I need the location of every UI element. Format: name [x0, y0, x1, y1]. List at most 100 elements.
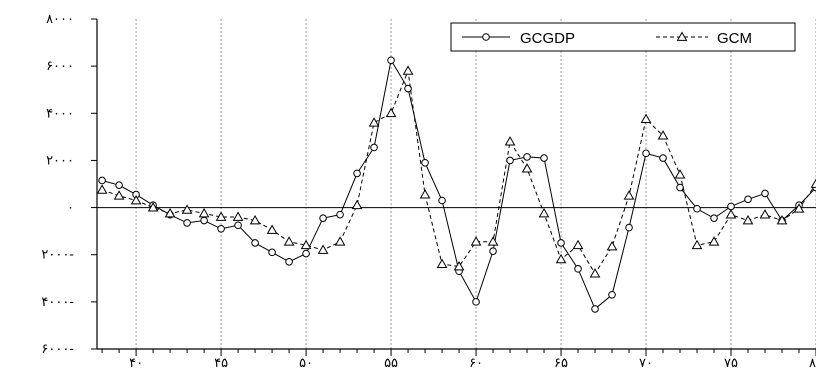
data-point — [710, 214, 718, 222]
legend-label: GCM — [717, 30, 752, 47]
series-line — [101, 68, 816, 275]
x-tick-label: ۴۰ — [129, 356, 143, 371]
data-point — [351, 199, 363, 210]
data-point — [521, 163, 533, 173]
data-point — [251, 239, 259, 247]
data-point — [147, 202, 159, 212]
y-tick-label: ۸۰۰۰ — [46, 12, 74, 27]
data-point — [370, 143, 378, 152]
data-point — [98, 176, 106, 185]
data-point — [300, 239, 312, 250]
x-tick-label: ۵۵ — [384, 356, 398, 371]
y-tick-label: ۶۰۰۰ — [46, 59, 74, 74]
data-point — [625, 223, 633, 232]
data-point — [676, 183, 684, 192]
data-point — [691, 239, 703, 250]
data-point — [402, 65, 414, 75]
data-point — [470, 236, 482, 246]
data-point — [727, 202, 735, 211]
data-point — [540, 154, 548, 162]
data-point — [657, 130, 669, 140]
data-point — [217, 224, 225, 233]
data-point — [523, 153, 531, 161]
data-point — [608, 290, 616, 299]
data-point — [336, 210, 344, 219]
x-tick-label: ۶۰ — [469, 356, 483, 371]
data-point — [181, 204, 193, 214]
data-point — [538, 207, 550, 218]
data-point — [285, 257, 293, 266]
data-point — [302, 249, 310, 258]
y-tick-label: ۲۰۰۰- — [41, 248, 74, 263]
data-point — [198, 207, 210, 218]
data-point — [96, 184, 108, 194]
data-point — [232, 211, 244, 221]
data-point — [317, 244, 329, 254]
data-point — [640, 113, 652, 124]
data-point — [419, 189, 431, 199]
x-tick-label: ۷۵ — [724, 356, 738, 371]
x-tick-label: ۷۰ — [639, 356, 653, 371]
data-point — [557, 239, 565, 247]
data-point — [504, 136, 516, 146]
axes — [96, 19, 816, 350]
x-tick-label: ۸۰ — [809, 356, 816, 371]
data-point — [234, 221, 242, 230]
x-tick-label: ۴۵ — [214, 356, 228, 371]
data-point — [353, 169, 361, 178]
series-layer — [96, 56, 816, 313]
data-point — [130, 194, 142, 205]
data-point — [115, 181, 123, 189]
x-tick-label: ۶۵ — [554, 356, 568, 371]
y-tick-label: ۰ — [67, 201, 74, 216]
data-point — [387, 56, 395, 65]
legend: GCGDP GCM — [450, 22, 796, 52]
data-point — [283, 236, 295, 246]
data-point — [591, 305, 599, 313]
data-point — [589, 268, 601, 278]
data-point — [810, 178, 816, 188]
data-point — [623, 190, 635, 200]
data-point — [404, 84, 412, 93]
data-point — [759, 209, 771, 219]
data-point — [438, 196, 446, 205]
vertical-grid — [135, 19, 816, 349]
data-point — [249, 215, 261, 225]
data-point — [385, 107, 397, 118]
data-point — [776, 215, 788, 225]
data-point — [555, 253, 567, 264]
data-point — [659, 154, 667, 162]
data-point — [708, 236, 720, 246]
data-point — [472, 298, 480, 306]
data-point — [268, 248, 276, 257]
data-point — [215, 211, 227, 221]
data-point — [436, 258, 448, 269]
data-point — [421, 158, 429, 167]
data-point — [606, 240, 618, 251]
data-point — [674, 169, 686, 179]
y-axis-ticks: ۸۰۰۰ ۶۰۰۰ ۴۰۰۰ ۲۰۰۰ ۰ ۲۰۰۰- ۴۰۰۰- ۶۰۰۰- — [41, 12, 97, 357]
data-point — [319, 214, 327, 222]
data-point — [793, 203, 805, 213]
data-point — [744, 195, 752, 204]
y-tick-label: ۶۰۰۰- — [41, 342, 74, 357]
y-tick-label: ۴۰۰۰ — [46, 106, 74, 121]
x-axis-ticks: ۴۰ ۴۵ ۵۰ ۵۵ ۶۰ ۶۵ ۷۰ ۷۵ ۸۰ — [101, 349, 816, 371]
data-point — [693, 204, 701, 213]
data-point — [742, 215, 754, 225]
data-point — [453, 260, 465, 271]
data-point — [725, 209, 737, 219]
data-point — [642, 149, 650, 158]
data-point — [487, 236, 499, 246]
data-point — [482, 33, 490, 41]
data-point — [574, 265, 582, 273]
series-gcm — [96, 65, 816, 278]
data-point — [200, 216, 208, 225]
data-point — [164, 207, 176, 218]
data-point — [489, 247, 497, 255]
data-point — [761, 189, 769, 198]
data-point — [676, 31, 688, 41]
data-point — [572, 239, 584, 250]
legend-label: GCGDP — [520, 30, 575, 47]
x-tick-label: ۵۰ — [299, 356, 313, 371]
